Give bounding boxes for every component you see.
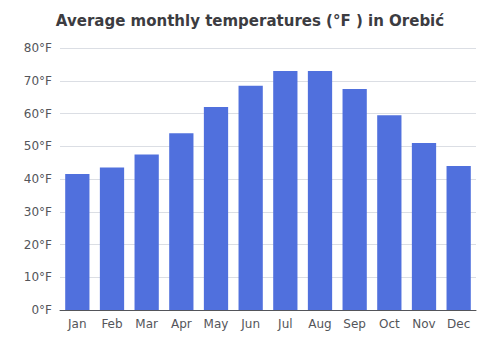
svg-text:60°F: 60°F bbox=[24, 107, 52, 121]
svg-text:Dec: Dec bbox=[447, 317, 470, 331]
svg-text:40°F: 40°F bbox=[24, 172, 52, 186]
svg-text:30°F: 30°F bbox=[24, 205, 52, 219]
svg-text:Oct: Oct bbox=[379, 317, 400, 331]
svg-text:Sep: Sep bbox=[343, 317, 366, 331]
svg-text:Jul: Jul bbox=[277, 317, 292, 331]
svg-text:Feb: Feb bbox=[101, 317, 122, 331]
svg-text:10°F: 10°F bbox=[24, 270, 52, 284]
svg-text:May: May bbox=[204, 317, 229, 331]
svg-text:Aug: Aug bbox=[308, 317, 331, 331]
svg-text:Apr: Apr bbox=[171, 317, 192, 331]
svg-text:50°F: 50°F bbox=[24, 139, 52, 153]
svg-text:Jan: Jan bbox=[67, 317, 87, 331]
svg-text:Jun: Jun bbox=[240, 317, 260, 331]
svg-text:20°F: 20°F bbox=[24, 238, 52, 252]
svg-text:70°F: 70°F bbox=[24, 74, 52, 88]
svg-text:0°F: 0°F bbox=[31, 303, 52, 317]
svg-text:Nov: Nov bbox=[412, 317, 435, 331]
svg-text:Average monthly temperatures (: Average monthly temperatures (°F ) in Or… bbox=[56, 12, 444, 30]
svg-text:80°F: 80°F bbox=[24, 41, 52, 55]
svg-text:Mar: Mar bbox=[135, 317, 158, 331]
